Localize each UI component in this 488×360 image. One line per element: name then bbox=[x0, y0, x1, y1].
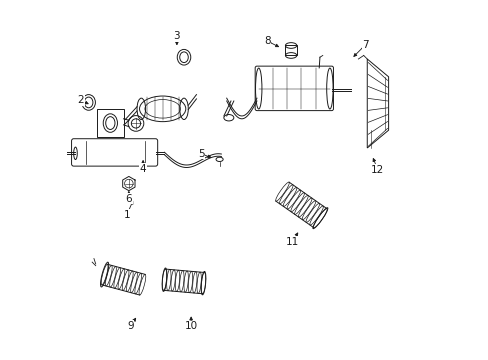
Text: 4: 4 bbox=[140, 164, 146, 174]
Text: 12: 12 bbox=[370, 165, 384, 175]
Bar bbox=[97, 109, 123, 137]
Text: 8: 8 bbox=[264, 36, 270, 46]
Text: 5: 5 bbox=[198, 149, 204, 159]
Text: 6: 6 bbox=[125, 194, 132, 204]
Text: 7: 7 bbox=[362, 40, 368, 50]
Text: 2: 2 bbox=[78, 95, 84, 105]
Text: 11: 11 bbox=[285, 237, 299, 247]
Text: 1: 1 bbox=[123, 210, 130, 220]
Text: 9: 9 bbox=[127, 321, 134, 331]
Bar bbox=[285, 45, 296, 55]
Text: 10: 10 bbox=[184, 321, 197, 332]
Text: 3: 3 bbox=[173, 31, 180, 41]
